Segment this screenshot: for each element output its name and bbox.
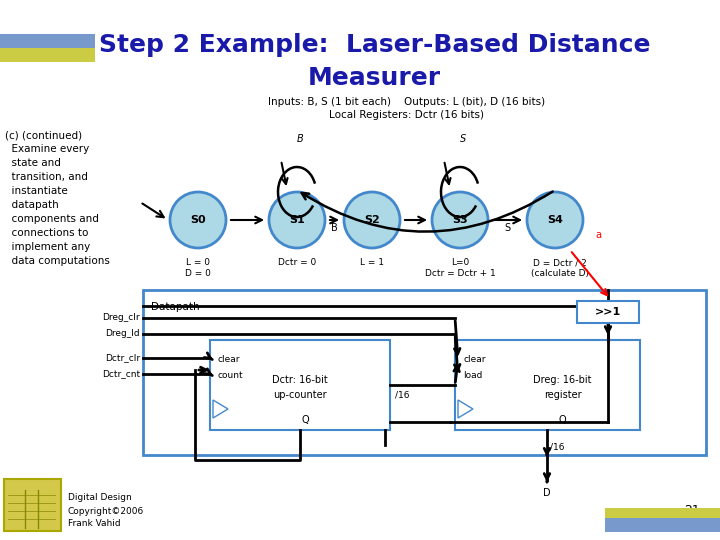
Text: Dreg: 16-bit: Dreg: 16-bit [534, 375, 592, 385]
Text: S: S [460, 134, 466, 144]
Text: clear: clear [463, 355, 485, 364]
Text: register: register [544, 390, 581, 400]
Text: a: a [595, 230, 601, 240]
Text: S: S [505, 223, 510, 233]
Text: (c) (continued)
  Examine every
  state and
  transition, and
  instantiate
  da: (c) (continued) Examine every state and … [5, 130, 110, 266]
Text: Dreg_ld: Dreg_ld [105, 329, 140, 339]
Text: Digital Design: Digital Design [68, 494, 132, 503]
Text: Dreg_clr: Dreg_clr [102, 314, 140, 322]
Text: Step 2 Example:  Laser-Based Distance: Step 2 Example: Laser-Based Distance [99, 33, 650, 57]
Text: L = 1: L = 1 [360, 258, 384, 267]
Text: S1: S1 [289, 215, 305, 225]
Text: 21: 21 [684, 503, 700, 516]
Bar [210, 340, 390, 430]
Text: /16: /16 [395, 390, 410, 400]
FancyBboxPatch shape [4, 479, 61, 531]
Text: up-counter: up-counter [273, 390, 327, 400]
Circle shape [344, 192, 400, 248]
Text: S4: S4 [547, 215, 563, 225]
Text: /16: /16 [550, 442, 564, 451]
Text: L=0
Dctr = Dctr + 1: L=0 Dctr = Dctr + 1 [425, 258, 495, 278]
Text: Local Registers: Dctr (16 bits): Local Registers: Dctr (16 bits) [329, 110, 485, 120]
Text: S2: S2 [364, 215, 380, 225]
Text: S0: S0 [190, 215, 206, 225]
Text: Datapath: Datapath [151, 302, 199, 312]
Bar [0, 44, 95, 62]
Bar [0, 34, 95, 48]
Text: D = Dctr / 2
(calculate D): D = Dctr / 2 (calculate D) [531, 258, 589, 278]
Circle shape [269, 192, 325, 248]
Text: /16: /16 [611, 313, 626, 321]
Text: >>1: >>1 [595, 307, 621, 317]
Circle shape [432, 192, 488, 248]
Text: Inputs: B, S (1 bit each)    Outputs: L (bit), D (16 bits): Inputs: B, S (1 bit each) Outputs: L (bi… [269, 97, 545, 107]
Text: Copyright©2006: Copyright©2006 [68, 507, 144, 516]
Text: Q: Q [301, 415, 309, 425]
Circle shape [527, 192, 583, 248]
Text: Measurer: Measurer [308, 66, 441, 90]
Bar [455, 340, 640, 430]
Text: B: B [297, 134, 303, 144]
Bar [605, 516, 720, 532]
Text: load: load [463, 372, 482, 381]
Text: D: D [543, 488, 551, 498]
Text: Q: Q [559, 415, 567, 425]
FancyBboxPatch shape [577, 301, 639, 323]
Text: L = 0
D = 0: L = 0 D = 0 [185, 258, 211, 278]
Bar [605, 508, 720, 518]
Text: S3: S3 [452, 215, 468, 225]
Text: Dctr_clr: Dctr_clr [105, 354, 140, 362]
Text: Dctr: 16-bit: Dctr: 16-bit [272, 375, 328, 385]
Text: Dctr = 0: Dctr = 0 [278, 258, 316, 267]
Text: count: count [218, 372, 243, 381]
Circle shape [170, 192, 226, 248]
Text: B: B [331, 223, 338, 233]
Text: Dctr_cnt: Dctr_cnt [102, 369, 140, 379]
Text: Frank Vahid: Frank Vahid [68, 519, 121, 529]
Bar [143, 290, 706, 455]
Text: clear: clear [218, 355, 240, 364]
